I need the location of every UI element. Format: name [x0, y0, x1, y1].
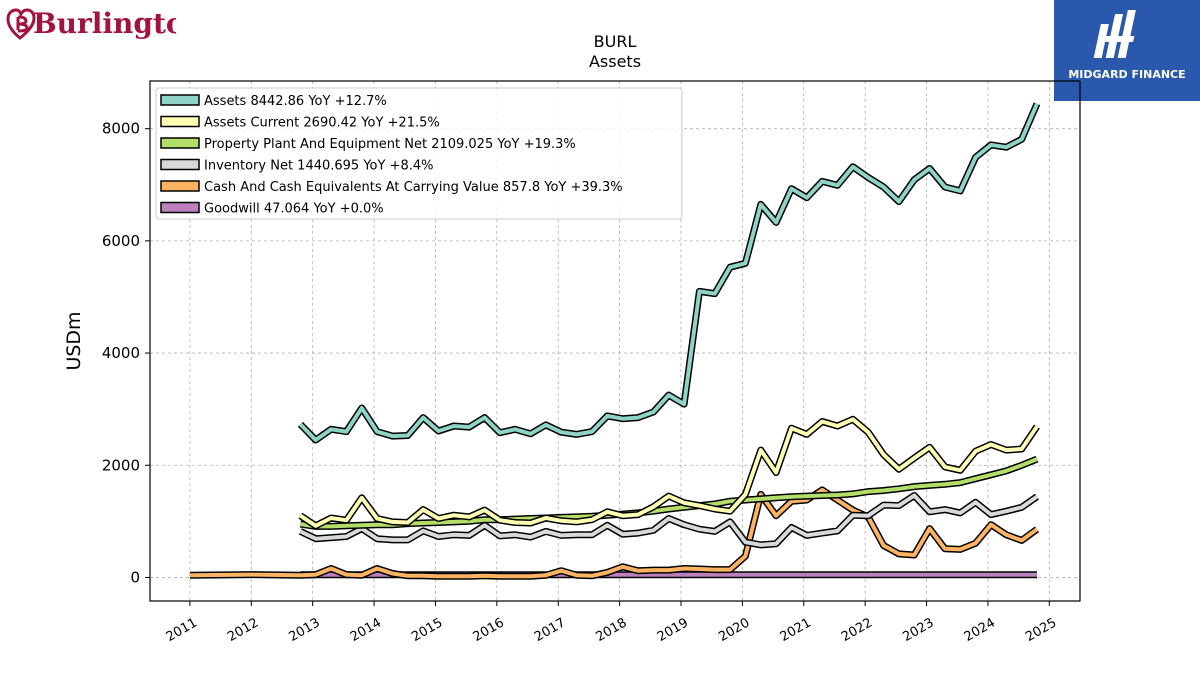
plot-frame: [149, 80, 1081, 602]
legend-box: [155, 87, 683, 220]
x-tick-label: 2017: [532, 615, 568, 645]
y-tick-label: 2000: [102, 456, 140, 474]
x-tick-label: 2018: [593, 615, 629, 645]
series-lines: [189, 102, 1041, 580]
x-tick-label: 2020: [716, 615, 752, 645]
y-tick-label: 4000: [102, 344, 140, 362]
series-line: [299, 493, 1039, 547]
y-tick-label: 0: [130, 568, 140, 586]
x-tick-label: 2019: [655, 615, 691, 645]
y-tick-label: 6000: [102, 232, 140, 250]
x-tick-label: 2012: [225, 615, 261, 645]
series-line: [298, 103, 1039, 442]
legend-label: Assets Current 2690.42 YoY +21.5%: [204, 116, 440, 131]
legend-label: Cash And Cash Equivalents At Carrying Va…: [204, 180, 623, 195]
x-tick-label: 2014: [348, 615, 384, 645]
x-tick-label: 2013: [287, 615, 323, 645]
midgard-finance-logo-text: MIDGARD FINANCE: [1068, 68, 1186, 81]
chart-subtitle: Assets: [589, 52, 641, 71]
series-line: [299, 417, 1039, 528]
x-tick-label: 2011: [164, 615, 200, 645]
midgard-finance-logo: MIDGARD FINANCE: [1054, 0, 1200, 101]
x-tick-label: 2021: [778, 615, 814, 645]
legend-swatch: [160, 94, 200, 106]
legend-swatch: [160, 201, 200, 214]
heart-logo-icon: [6, 8, 36, 40]
chart-title: BURL: [594, 32, 637, 51]
series-line: [189, 487, 1039, 579]
x-tick-label: 2022: [839, 615, 875, 645]
series-line: [300, 457, 1038, 529]
x-tick-label: 2015: [409, 615, 445, 645]
legend-label: Goodwill 47.064 YoY +0.0%: [204, 202, 384, 217]
legend-swatch: [160, 180, 200, 192]
x-tick-label: 2025: [1023, 615, 1059, 645]
y-tick-label: 8000: [102, 120, 140, 138]
legend-swatch: [160, 158, 200, 171]
legend-label: Assets 8442.86 YoY +12.7%: [204, 94, 387, 109]
legend-swatch: [160, 115, 200, 128]
x-tick-label: 2016: [471, 615, 507, 645]
x-tick-label: 2024: [962, 615, 998, 645]
series-outline: [189, 486, 1040, 580]
legend-swatch: [160, 137, 200, 149]
legend: Assets 8442.86 YoY +12.7% Assets Current …: [155, 87, 683, 220]
y-axis-label: USDm: [63, 311, 85, 370]
legend-label: Property Plant And Equipment Net 2109.02…: [204, 137, 576, 152]
legend-label: Inventory Net 1440.695 YoY +8.4%: [204, 159, 434, 174]
x-tick-label: 2023: [900, 615, 936, 645]
midgard-mark-icon: [1093, 10, 1136, 58]
